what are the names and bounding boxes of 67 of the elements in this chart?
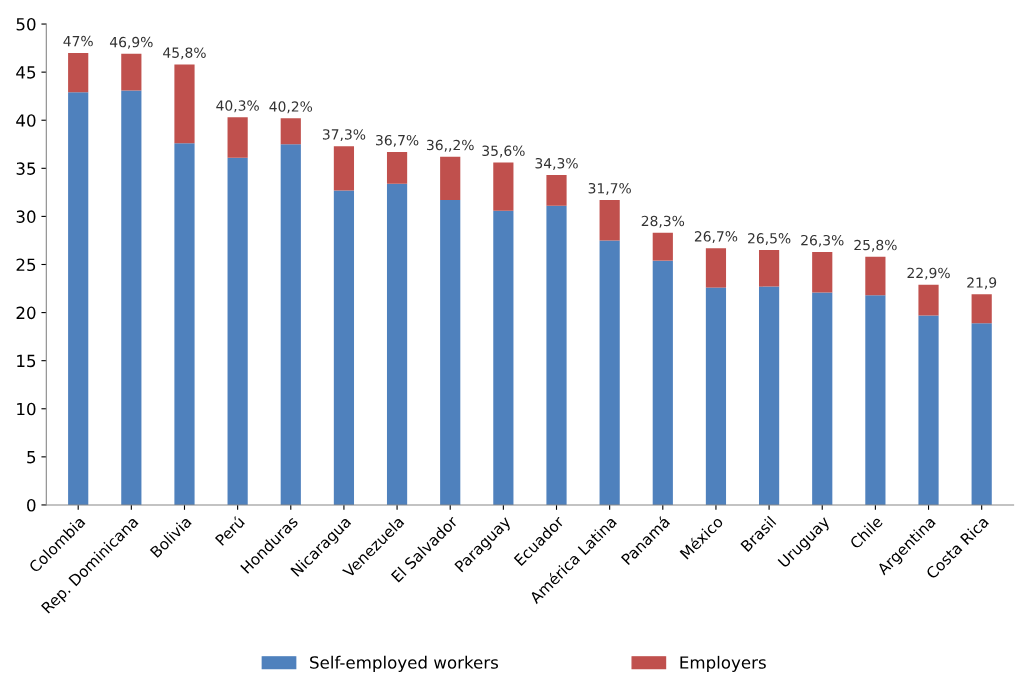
total-label: 35,6% [482, 145, 525, 158]
bar [227, 157, 248, 505]
bar [865, 295, 886, 505]
bar [812, 292, 833, 505]
total-label: 21,9 [967, 277, 997, 290]
bar [918, 284, 939, 316]
bar [121, 53, 142, 91]
bar [705, 248, 727, 288]
bar [812, 251, 833, 293]
y-tick-label: 30 [16, 210, 36, 223]
y-tick-label: 25 [16, 258, 36, 272]
bar [971, 294, 992, 324]
y-tick-label: 5 [27, 451, 36, 464]
total-label: 26,7% [694, 231, 738, 244]
bar [971, 323, 992, 505]
bar [68, 52, 89, 93]
bar [599, 200, 620, 241]
bar [280, 118, 301, 145]
legend-label: Employers [680, 655, 766, 672]
total-label: 37,3% [322, 129, 366, 142]
bar [705, 287, 727, 505]
total-label: 46,9% [109, 36, 153, 49]
bar [918, 315, 939, 505]
bar [493, 162, 514, 211]
legend-label: Self-employed workers [310, 655, 499, 672]
total-label: 40,2% [269, 101, 313, 114]
total-label: 31,7% [588, 183, 631, 195]
bar [68, 92, 89, 505]
y-tick-label: 15 [17, 354, 36, 368]
total-label: 40,3% [216, 100, 259, 113]
bar [546, 175, 567, 206]
bar [386, 151, 408, 184]
bar [386, 183, 408, 505]
bar [440, 156, 461, 201]
total-label: 36,,2% [427, 139, 474, 152]
total-label: 26,3% [801, 234, 844, 247]
total-label: 36,7% [376, 134, 419, 147]
bar [121, 90, 142, 505]
bar [652, 232, 673, 261]
bar [865, 256, 886, 296]
bar [440, 200, 461, 505]
total-label: 22,9% [907, 267, 950, 280]
bar [227, 117, 248, 158]
bar [652, 260, 673, 505]
total-label: 26,5% [748, 233, 791, 245]
total-label: 25,8% [854, 239, 897, 252]
bar [758, 250, 780, 287]
bar [280, 144, 301, 505]
bar [333, 146, 355, 191]
y-tick-label: 0 [27, 498, 36, 512]
bar [174, 143, 195, 505]
total-label: 34,3% [535, 158, 578, 170]
y-tick-label: 45 [16, 66, 36, 79]
y-tick-label: 10 [17, 402, 36, 416]
total-label: 45,8% [163, 47, 206, 60]
y-tick-label: 40 [16, 114, 36, 127]
bar [333, 190, 355, 505]
y-tick-label: 20 [16, 306, 36, 320]
y-tick-label: 35 [16, 162, 36, 175]
bar [599, 240, 620, 505]
bar [758, 286, 780, 505]
bar [546, 205, 567, 505]
bar [174, 64, 195, 144]
total-label: 28,3% [641, 215, 685, 228]
bar [493, 210, 514, 505]
y-tick-label: 50 [16, 18, 36, 31]
total-label: 47% [63, 35, 93, 47]
